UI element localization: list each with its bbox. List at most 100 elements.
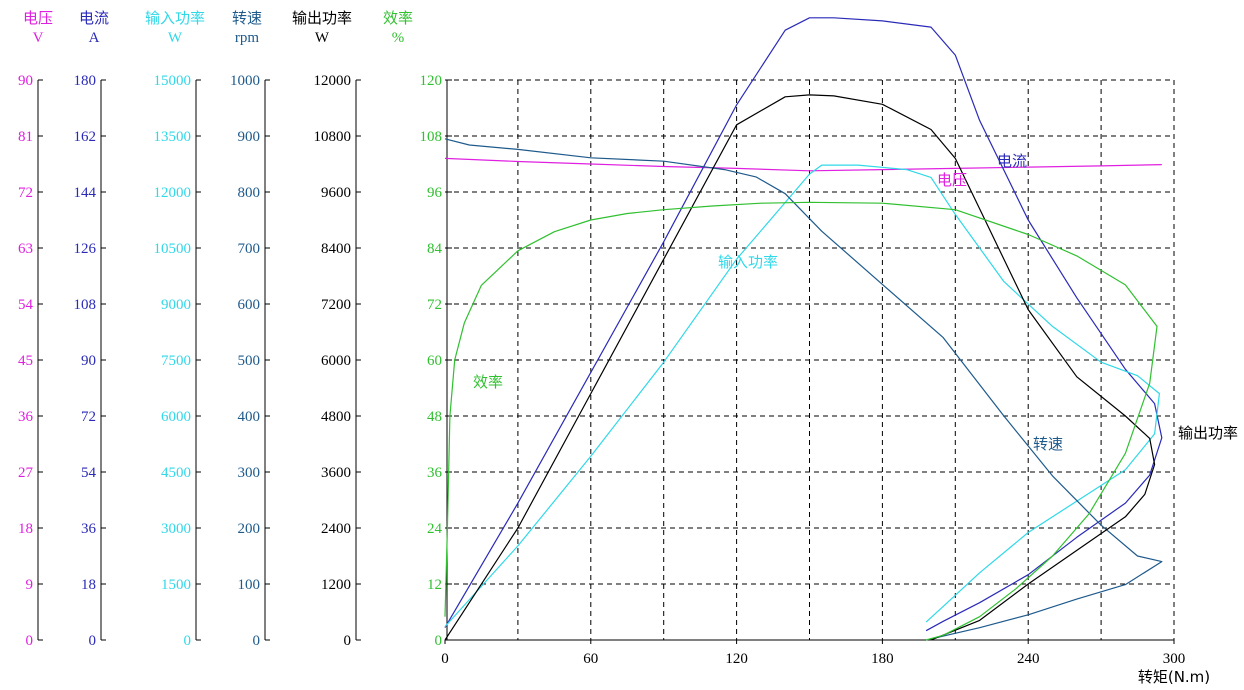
y-tick-label-speed: 1000 (230, 73, 260, 89)
x-axis-label: 转矩(N.m) (1138, 668, 1210, 686)
y-tick-label-input_power: 9000 (161, 297, 191, 313)
series (444, 17, 1163, 641)
y-tick-label-input_power: 15000 (154, 73, 192, 89)
y-tick-label-current: 126 (74, 241, 97, 257)
y-tick-label-efficiency: 48 (427, 409, 442, 425)
y-axis-output_power: 输出功率 W 0 1200 2400 3600 4800 6000 7200 8400 9600 10… (292, 9, 361, 649)
y-tick-label-output_power: 8400 (321, 241, 351, 257)
y-tick-label-voltage: 0 (26, 633, 34, 649)
y-tick-label-efficiency: 24 (427, 521, 443, 537)
y-axis-voltage: 电压 V 0 9 18 27 36 45 54 63 72 81 90 (18, 9, 53, 649)
y-tick-label-efficiency: 60 (427, 353, 442, 369)
series-line-efficiency (444, 201, 1158, 641)
y-tick-label-voltage: 18 (18, 521, 33, 537)
y-axis-title-output_power: 输出功率 (292, 9, 352, 27)
y-tick-label-output_power: 10800 (314, 129, 352, 145)
y-tick-label-output_power: 0 (344, 633, 352, 649)
y-axis-unit-current: A (89, 30, 100, 46)
x-axis: 转矩(N.m) 0 60 120 180 240 300 (441, 640, 1210, 686)
y-tick-label-input_power: 7500 (161, 353, 191, 369)
y-axis-speed: 转速 rpm 0 100 200 300 400 500 600 700 800 900 1000 (230, 9, 270, 649)
series-label-speed: 转速 (1033, 435, 1063, 453)
y-tick-label-input_power: 0 (184, 633, 192, 649)
series-label-input_power: 输入功率 (718, 253, 778, 271)
y-tick-label-input_power: 3000 (161, 521, 191, 537)
y-tick-label-current: 54 (81, 465, 97, 481)
y-axis-title-voltage: 电压 (23, 9, 53, 27)
y-tick-label-current: 0 (89, 633, 97, 649)
y-tick-label-output_power: 2400 (321, 521, 351, 537)
y-tick-label-voltage: 72 (18, 185, 33, 201)
y-axis-unit-efficiency: % (392, 30, 405, 46)
y-axis-input_power: 输入功率 W 0 1500 3000 4500 6000 7500 9000 10500 12000… (145, 9, 205, 649)
y-tick-label-output_power: 3600 (321, 465, 351, 481)
x-tick-label: 120 (725, 651, 748, 667)
y-tick-label-voltage: 9 (26, 577, 34, 593)
y-tick-label-output_power: 6000 (321, 353, 351, 369)
y-tick-label-voltage: 63 (18, 241, 33, 257)
y-axes: 电压 V 0 9 18 27 36 45 54 63 72 81 90 电流 A 0 18 36 54 72 90 108… (18, 9, 452, 649)
y-tick-label-current: 90 (81, 353, 96, 369)
series-line-speed (444, 138, 1163, 640)
y-tick-label-current: 18 (81, 577, 96, 593)
y-tick-label-input_power: 4500 (161, 465, 191, 481)
series-line-input_power (444, 164, 1161, 628)
y-tick-label-voltage: 45 (18, 353, 33, 369)
series-line-voltage (444, 157, 1162, 172)
y-tick-label-voltage: 36 (18, 409, 34, 425)
y-tick-label-current: 72 (81, 409, 96, 425)
y-tick-label-input_power: 10500 (154, 241, 192, 257)
y-tick-label-current: 144 (74, 185, 97, 201)
x-tick-label: 0 (441, 651, 449, 667)
y-tick-label-speed: 900 (238, 129, 261, 145)
y-tick-label-speed: 200 (238, 521, 261, 537)
y-tick-label-input_power: 13500 (154, 129, 192, 145)
y-axis-unit-input_power: W (168, 30, 183, 46)
y-axis-title-input_power: 输入功率 (145, 9, 205, 27)
y-tick-label-input_power: 6000 (161, 409, 191, 425)
y-tick-label-efficiency: 84 (427, 241, 443, 257)
x-tick-label: 300 (1163, 651, 1186, 667)
y-axis-unit-speed: rpm (235, 30, 259, 46)
y-tick-label-efficiency: 120 (420, 73, 443, 89)
y-tick-label-input_power: 12000 (154, 185, 192, 201)
y-tick-label-efficiency: 96 (427, 185, 443, 201)
y-tick-label-output_power: 4800 (321, 409, 351, 425)
series-label-voltage: 电压 (937, 171, 967, 189)
y-axis-unit-output_power: W (315, 30, 330, 46)
y-tick-label-speed: 0 (253, 633, 261, 649)
y-tick-label-voltage: 27 (18, 465, 34, 481)
y-tick-label-efficiency: 0 (435, 633, 443, 649)
series-line-current (444, 17, 1163, 632)
series-label-efficiency: 效率 (473, 373, 503, 391)
y-tick-label-speed: 700 (238, 241, 261, 257)
y-tick-label-voltage: 81 (18, 129, 33, 145)
y-tick-label-speed: 400 (238, 409, 261, 425)
y-tick-label-speed: 800 (238, 185, 261, 201)
y-axis-current: 电流 A 0 18 36 54 72 90 108 126 144 162 180 (74, 9, 110, 649)
y-axis-title-current: 电流 (79, 9, 109, 27)
y-tick-label-output_power: 1200 (321, 577, 351, 593)
y-tick-label-efficiency: 72 (427, 297, 442, 313)
y-tick-label-output_power: 12000 (314, 73, 352, 89)
y-tick-label-output_power: 9600 (321, 185, 351, 201)
y-tick-label-input_power: 1500 (161, 577, 191, 593)
y-tick-label-speed: 300 (238, 465, 261, 481)
y-tick-label-current: 162 (74, 129, 97, 145)
y-tick-label-current: 108 (74, 297, 97, 313)
y-tick-label-speed: 600 (238, 297, 261, 313)
x-tick-label: 180 (871, 651, 894, 667)
y-axis-title-speed: 转速 (232, 9, 262, 27)
series-line-output_power (444, 94, 1156, 641)
y-tick-label-current: 180 (74, 73, 97, 89)
y-tick-label-speed: 500 (238, 353, 261, 369)
y-tick-label-efficiency: 108 (420, 129, 443, 145)
y-tick-label-speed: 100 (238, 577, 261, 593)
y-axis-title-efficiency: 效率 (383, 9, 413, 27)
series-label-current: 电流 (997, 152, 1027, 170)
y-axis-efficiency: 效率% 0 12 24 36 48 60 72 84 96 108 120 (383, 9, 452, 649)
x-tick-label: 60 (583, 651, 598, 667)
y-tick-label-efficiency: 12 (427, 577, 442, 593)
